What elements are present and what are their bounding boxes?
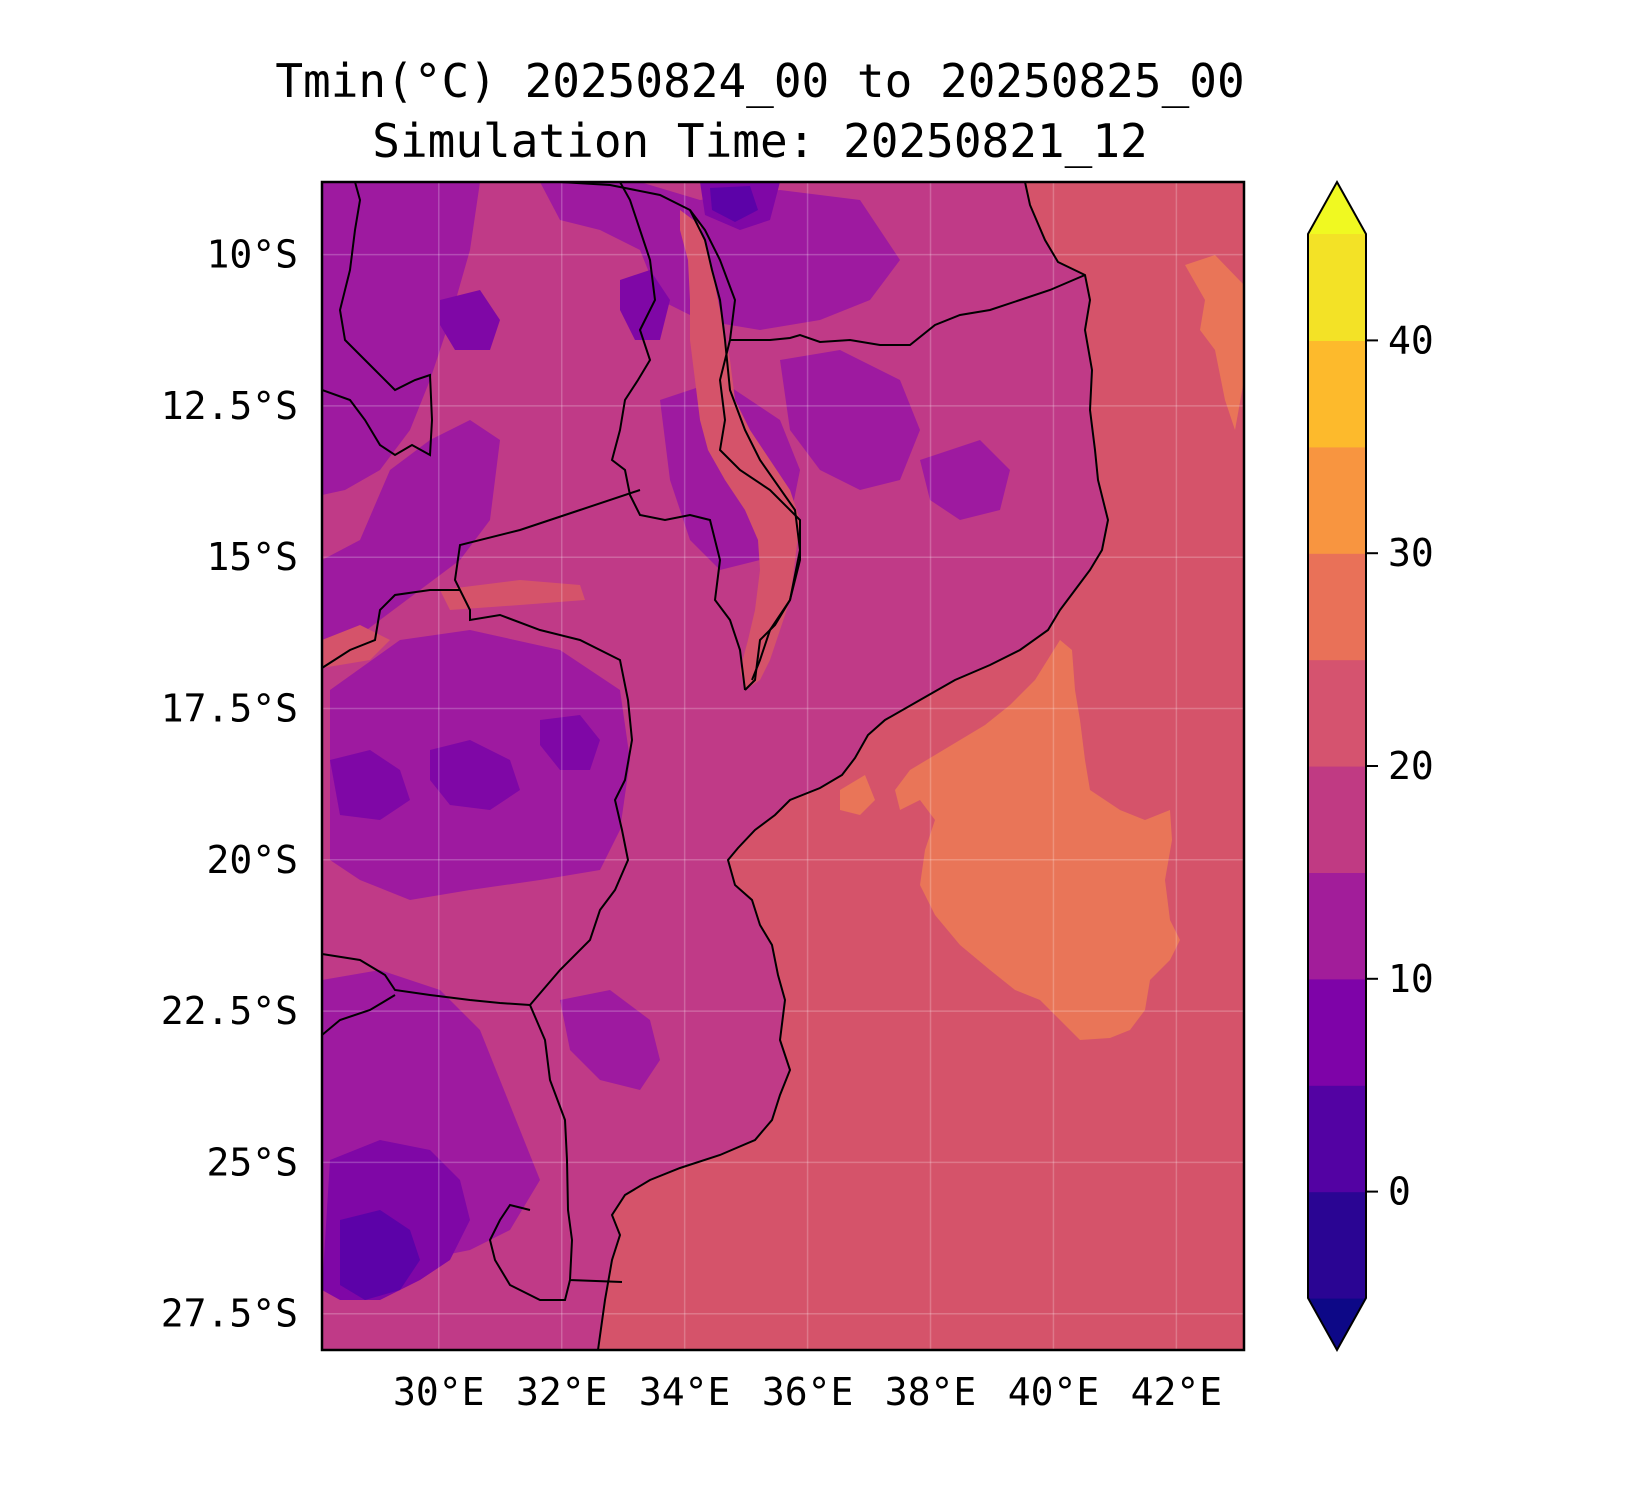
colorbar-band [1308,1191,1366,1299]
latitude-tick-labels: 10°S 12.5°S 15°S 17.5°S 20°S 22.5°S 25°S 27.5°S [161,233,298,1336]
colorbar-band [1308,978,1366,1086]
lat-tick-label: 10°S [206,233,298,277]
lon-tick-label: 38°E [885,1370,977,1414]
colorbar: 0 10 20 30 40 [1307,179,1434,1353]
colorbar-tick-label: 20 [1388,744,1434,788]
longitude-tick-labels: 30°E 32°E 34°E 36°E 38°E 40°E 42°E [393,1370,1222,1414]
colorbar-tick-label: 10 [1388,957,1434,1001]
lon-tick-label: 30°E [393,1370,485,1414]
country-border [610,182,746,691]
map-gridlines [322,182,1244,1350]
lat-tick-label: 25°S [206,1140,298,1184]
colorbar-tick-label: 30 [1388,531,1434,575]
colorbar-outline [1307,179,1367,1353]
lon-tick-label: 32°E [516,1370,608,1414]
country-border [529,1004,623,1283]
colorbar-band [1308,872,1366,980]
land-field [322,182,1108,1350]
chart-subtitle: Simulation Time: 20250821_12 [372,114,1148,168]
warm-sea-plume [895,640,1180,1040]
colorbar-band [1308,340,1366,448]
country-border [730,274,1086,346]
colorbar-tick-label: 40 [1388,318,1434,362]
country-border [322,589,460,669]
warm-ridge-band [440,580,585,610]
colorbar-tick-label: 0 [1388,1170,1411,1214]
borders [322,182,1110,1350]
country-border [322,182,434,457]
map-area [322,182,1244,1350]
colorbar-extend-max [1308,182,1366,234]
country-border [322,953,531,1006]
colorbar-band [1308,553,1366,661]
colorbar-band [1308,1085,1366,1193]
lat-tick-label: 20°S [206,838,298,882]
colorbar-band [1308,659,1366,767]
coldest-patches [340,186,758,1300]
lon-tick-label: 34°E [639,1370,731,1414]
lat-tick-label: 22.5°S [161,989,298,1033]
country-border [453,489,641,1006]
lat-tick-label: 27.5°S [161,1292,298,1336]
warm-sea-plume [1185,255,1244,430]
lat-tick-label: 17.5°S [161,687,298,731]
lat-tick-label: 15°S [206,535,298,579]
country-border [718,339,801,691]
country-border [322,994,396,1036]
chart-title: Tmin(°C) 20250824_00 to 20250825_00 [275,54,1245,108]
colorbar-band [1308,234,1366,341]
map-frame [320,180,1246,1352]
lon-tick-label: 42°E [1131,1370,1223,1414]
colorbar-extend-min [1308,1298,1366,1350]
warm-sea-plume [840,775,875,815]
lat-tick-label: 12.5°S [161,384,298,428]
coastline [597,182,1110,1350]
lon-tick-label: 40°E [1008,1370,1100,1414]
colorbar-band [1308,766,1366,873]
eswatini-border [488,1203,571,1301]
country-border [559,182,737,341]
colorbar-band [1308,446,1366,554]
lake-malawi-shore [689,209,802,681]
lake-malawi-warm-band [680,210,800,690]
lon-tick-label: 36°E [762,1370,854,1414]
